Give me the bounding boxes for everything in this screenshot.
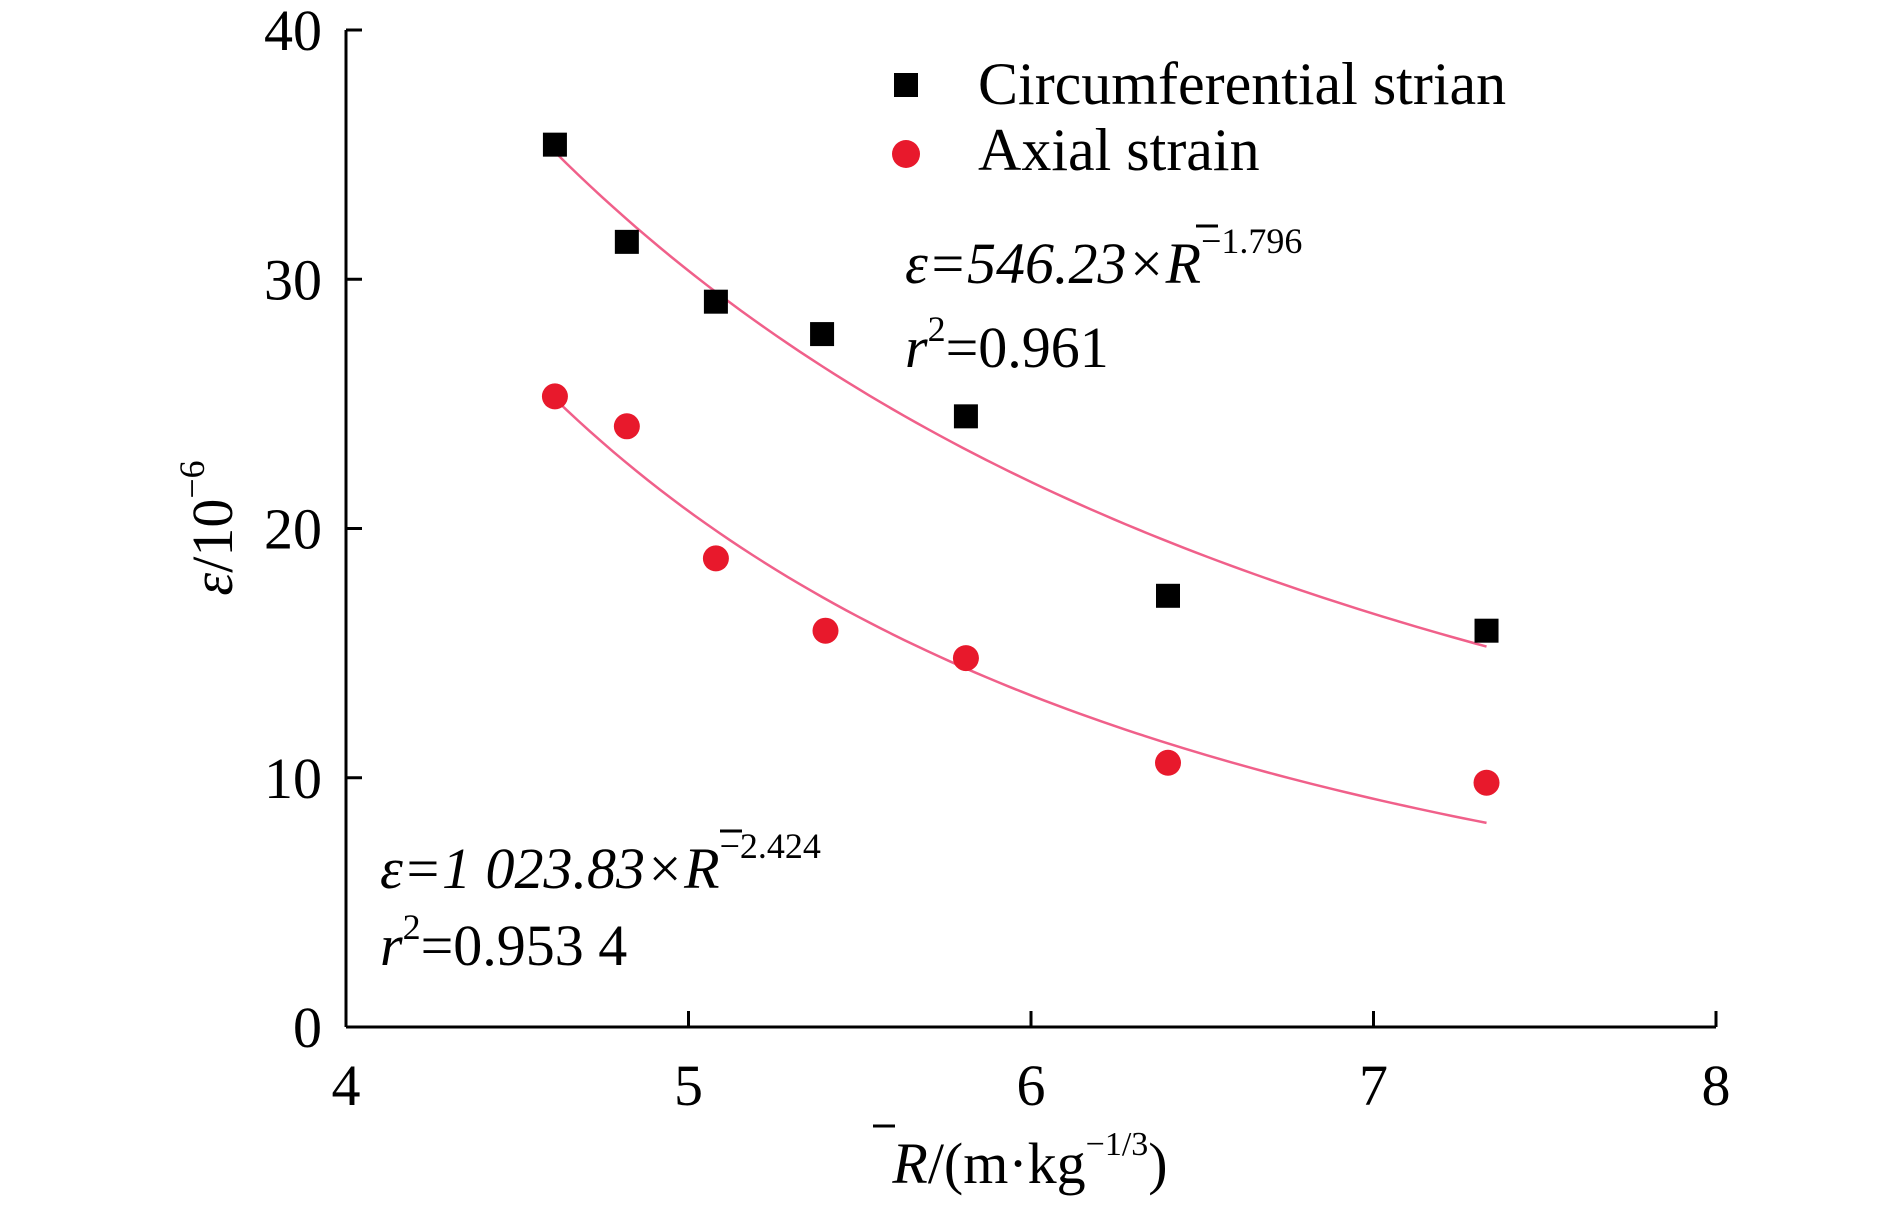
point-circumferential-1: [614, 229, 639, 254]
eq1-exp: −1.796: [1201, 221, 1302, 261]
x-tick-label-6: 6: [1017, 1053, 1046, 1118]
point-circumferential-2: [703, 289, 728, 314]
ylabel-symbol: ε: [180, 573, 245, 596]
legend-marker-axial: [892, 140, 920, 168]
legend-label-axial: Axial strain: [978, 117, 1260, 183]
point-axial-2: [702, 545, 729, 572]
legend: Circumferential strian Axial strain: [892, 51, 1506, 183]
y-tick-label-40: 40: [264, 0, 322, 63]
x-tick-label-8: 8: [1702, 1053, 1731, 1118]
r2-1-sup: 2: [928, 309, 946, 349]
eq2-exp: −2.424: [720, 826, 821, 866]
ylabel-unit: /10: [180, 499, 245, 573]
eq2-prefix: ε=1 023.83×: [380, 836, 684, 901]
xlabel-symbol: R: [891, 1131, 927, 1196]
r2-1-prefix: r: [905, 315, 928, 380]
point-axial-3: [812, 617, 839, 644]
x-tick-label-5: 5: [674, 1053, 703, 1118]
fit-curve-axial: [554, 397, 1487, 825]
x-tick-label-4: 4: [332, 1053, 361, 1118]
equation-circumferential-text: ε=546.23×R−1.796: [905, 221, 1302, 296]
point-axial-4: [952, 645, 979, 672]
xlabel-unit-open: /(m·kg: [928, 1131, 1086, 1196]
y-tick-label-10: 10: [264, 746, 322, 811]
y-tick-label-30: 30: [264, 247, 322, 312]
equation-axial-text: ε=1 023.83×R−2.424: [380, 826, 821, 901]
point-axial-1: [613, 413, 640, 440]
point-circumferential-6: [1474, 618, 1499, 643]
legend-marker-circumferential: [894, 73, 918, 97]
axis-ticks: 4 5 6 7 8 0 10 20 30 40: [264, 0, 1731, 1118]
data-points: [541, 132, 1500, 796]
xlabel-unit-close: ): [1148, 1131, 1167, 1196]
equation-circumferential: ε=546.23×R−1.796 r2=0.961: [905, 221, 1302, 380]
point-circumferential-3: [810, 322, 835, 347]
xlabel-unit-exp: −1/3: [1086, 1126, 1149, 1163]
r2-2-prefix: r: [380, 913, 403, 978]
point-circumferential-4: [953, 404, 978, 429]
r2-axial-text: r2=0.953 4: [380, 907, 627, 978]
fit-curve-circumferential: [554, 151, 1487, 648]
point-circumferential-5: [1156, 583, 1180, 608]
fit-curves: [554, 151, 1487, 825]
eq1-var: R: [1165, 231, 1201, 296]
point-axial-0: [541, 383, 568, 410]
y-axis-label-text: ε/10−6: [172, 460, 245, 595]
legend-label-circumferential: Circumferential strian: [978, 51, 1506, 117]
point-axial-5: [1155, 749, 1181, 776]
equation-axial: ε=1 023.83×R−2.424 r2=0.953 4: [380, 826, 821, 978]
y-axis-label: ε/10−6: [172, 460, 245, 595]
point-axial-6: [1473, 769, 1500, 796]
r2-2-value: =0.953 4: [421, 913, 628, 978]
eq1-prefix: ε=546.23×: [905, 231, 1166, 296]
eq2-var: R: [683, 836, 719, 901]
point-circumferential-0: [542, 132, 567, 157]
y-tick-label-0: 0: [293, 995, 322, 1060]
x-axis-label-text: R/(m·kg−1/3): [891, 1126, 1167, 1196]
y-tick-label-20: 20: [264, 497, 322, 562]
r2-2-sup: 2: [403, 907, 421, 947]
r2-circumferential-text: r2=0.961: [905, 309, 1109, 380]
x-tick-label-7: 7: [1359, 1053, 1388, 1118]
ylabel-exp: −6: [172, 460, 212, 498]
r2-1-value: =0.961: [946, 315, 1109, 380]
x-axis-label: R/(m·kg−1/3): [873, 1124, 1168, 1196]
